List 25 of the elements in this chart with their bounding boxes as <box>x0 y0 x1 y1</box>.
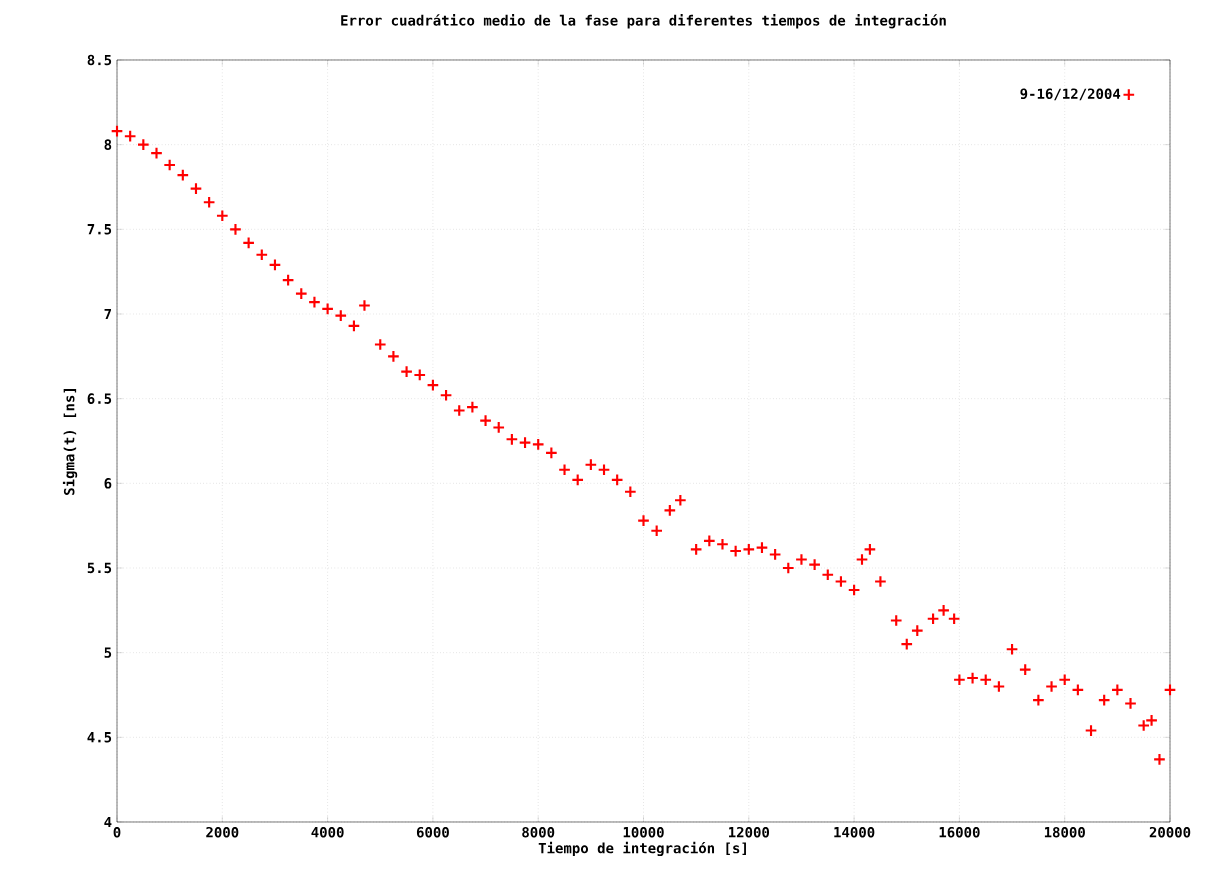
x-tick-label: 10000 <box>623 826 664 838</box>
x-tick-label: 0 <box>113 826 121 838</box>
y-tick-label: 4.5 <box>87 732 112 743</box>
y-tick-label: 6 <box>104 478 112 489</box>
y-axis-title: Sigma(t) [ns] <box>62 389 78 495</box>
x-tick-label: 16000 <box>939 826 980 838</box>
x-axis-title: Tiempo de integración [s] <box>538 841 746 857</box>
x-tick-label: 20000 <box>1149 826 1191 838</box>
x-tick-label: 12000 <box>729 826 770 838</box>
y-tick-label: 8.5 <box>87 54 112 66</box>
y-tick-label: 6.5 <box>87 393 112 404</box>
x-tick-label: 8000 <box>522 826 555 838</box>
y-tick-label: 5 <box>104 647 112 658</box>
y-tick-label: 5.5 <box>87 562 112 574</box>
y-tick-label: 7 <box>104 308 112 320</box>
legend-label: 9-16/12/2004 <box>1020 88 1121 101</box>
chart-title: Error cuadrático medio de la fase para diferentes tiempos de integración <box>341 14 946 29</box>
y-tick-label: 4 <box>104 816 112 828</box>
y-tick-label: 8 <box>104 139 112 150</box>
x-tick-label: 2000 <box>206 826 239 838</box>
x-tick-label: 4000 <box>311 826 344 838</box>
x-tick-label: 6000 <box>416 826 449 838</box>
x-tick-label: 14000 <box>834 826 875 838</box>
y-tick-label: 7.5 <box>87 224 112 235</box>
x-tick-label: 18000 <box>1044 826 1085 838</box>
